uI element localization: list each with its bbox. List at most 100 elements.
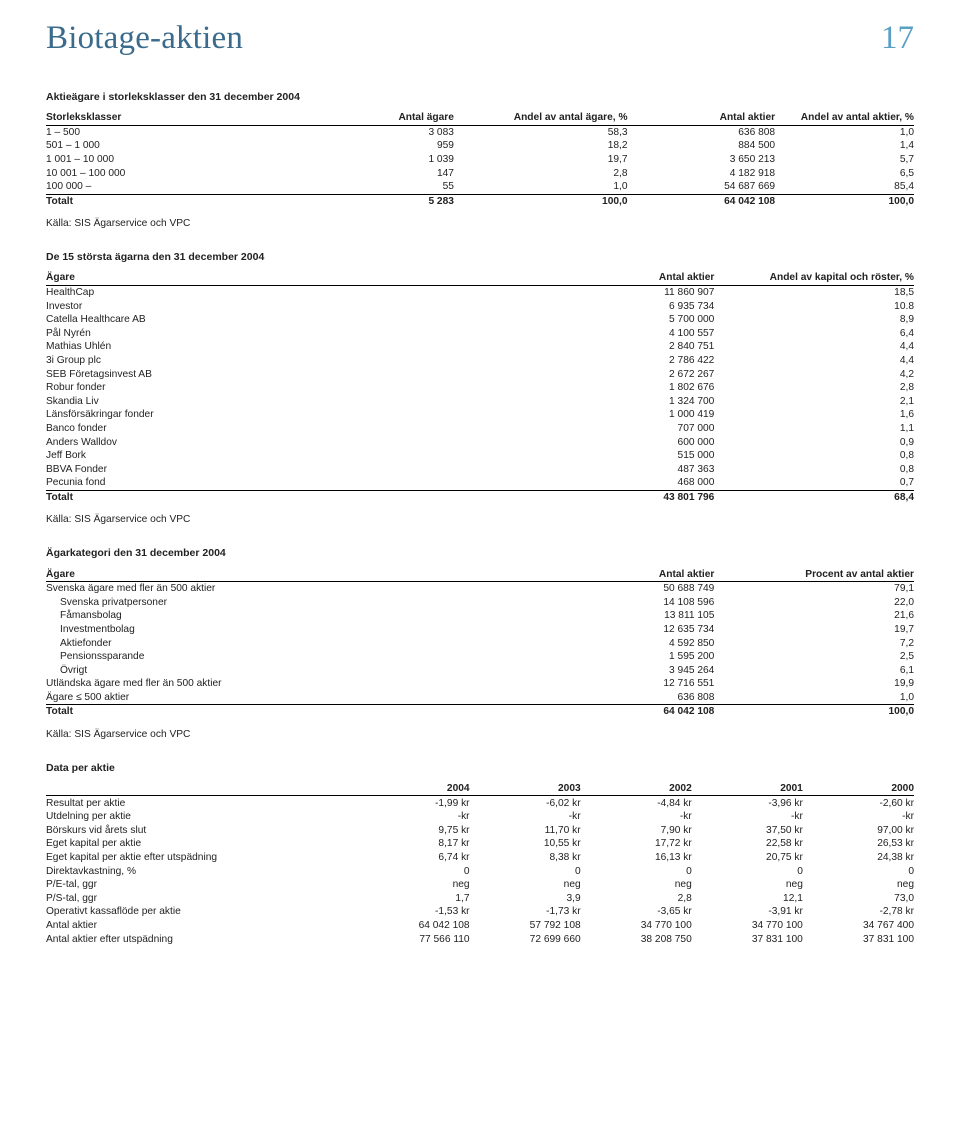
table-row: Banco fonder707 0001,1 bbox=[46, 422, 914, 436]
table-cell: Totalt bbox=[46, 490, 523, 504]
table-row: SEB Företagsinvest AB2 672 2674,2 bbox=[46, 367, 914, 381]
table-cell: Catella Healthcare AB bbox=[46, 313, 523, 327]
table-cell: Investmentbolag bbox=[46, 623, 523, 637]
table-row: Börskurs vid årets slut9,75 kr11,70 kr7,… bbox=[46, 824, 914, 838]
t4-h4: 2001 bbox=[692, 782, 803, 796]
t4-h1: 2004 bbox=[358, 782, 469, 796]
table-cell: 37 831 100 bbox=[692, 932, 803, 946]
table-cell: 85,4 bbox=[775, 180, 914, 194]
table-cell: 959 bbox=[324, 139, 454, 153]
table-cell: 100,0 bbox=[775, 194, 914, 208]
table-cell: 14 108 596 bbox=[523, 595, 714, 609]
table-cell: 0 bbox=[803, 864, 914, 878]
t3-h0: Ägare bbox=[46, 567, 523, 581]
table-cell: 4 592 850 bbox=[523, 636, 714, 650]
table-cell: neg bbox=[581, 878, 692, 892]
t1-head-row: Storleksklasser Antal ägare Andel av ant… bbox=[46, 111, 914, 125]
table-cell: 1,7 bbox=[358, 892, 469, 906]
table-cell: 37 831 100 bbox=[803, 932, 914, 946]
table-cell: 2,8 bbox=[581, 892, 692, 906]
t1-h3: Antal aktier bbox=[628, 111, 776, 125]
table-cell: -3,65 kr bbox=[581, 905, 692, 919]
table-cell: Investor bbox=[46, 299, 523, 313]
table-cell: Fåmansbolag bbox=[46, 609, 523, 623]
table-cell: 64 042 108 bbox=[628, 194, 776, 208]
table-cell: neg bbox=[358, 878, 469, 892]
table-cell: BBVA Fonder bbox=[46, 462, 523, 476]
table-cell: Banco fonder bbox=[46, 422, 523, 436]
table-cell: 3i Group plc bbox=[46, 354, 523, 368]
t4-h5: 2000 bbox=[803, 782, 914, 796]
table-row: Eget kapital per aktie efter utspädning6… bbox=[46, 851, 914, 865]
t4-title: Data per aktie bbox=[46, 762, 914, 774]
page-header: Biotage-aktien 17 bbox=[46, 20, 914, 57]
table-cell: 64 042 108 bbox=[523, 705, 714, 719]
table-cell: 0,9 bbox=[714, 435, 914, 449]
table-cell: 79,1 bbox=[714, 581, 914, 595]
table-cell: 487 363 bbox=[523, 462, 714, 476]
table-cell: 1 001 – 10 000 bbox=[46, 153, 324, 167]
table-cell: Totalt bbox=[46, 705, 523, 719]
table-cell: 17,72 kr bbox=[581, 837, 692, 851]
table-cell: 468 000 bbox=[523, 476, 714, 490]
table-cell: -3,96 kr bbox=[692, 796, 803, 810]
table-cell: 12,1 bbox=[692, 892, 803, 906]
table-cell: 2,8 bbox=[714, 381, 914, 395]
table-cell: -4,84 kr bbox=[581, 796, 692, 810]
table-cell: 0 bbox=[692, 864, 803, 878]
table-cell: 707 000 bbox=[523, 422, 714, 436]
table-cell: 636 808 bbox=[628, 125, 776, 139]
table-cell: 34 770 100 bbox=[692, 919, 803, 933]
table-row: Övrigt3 945 2646,1 bbox=[46, 663, 914, 677]
table-cell: Pensionssparande bbox=[46, 650, 523, 664]
table-cell: 10,55 kr bbox=[470, 837, 581, 851]
table-cell: 0,8 bbox=[714, 462, 914, 476]
table-cell: Svenska privatpersoner bbox=[46, 595, 523, 609]
table-cell: 2 840 751 bbox=[523, 340, 714, 354]
t4-h3: 2002 bbox=[581, 782, 692, 796]
table-row: Svenska ägare med fler än 500 aktier50 6… bbox=[46, 581, 914, 595]
table-cell: Eget kapital per aktie efter utspädning bbox=[46, 851, 358, 865]
t3-source: Källa: SIS Ägarservice och VPC bbox=[46, 729, 914, 740]
table-row: 1 – 5003 08358,3636 8081,0 bbox=[46, 125, 914, 139]
table-cell: 1,0 bbox=[775, 125, 914, 139]
t4-head-row: 2004 2003 2002 2001 2000 bbox=[46, 782, 914, 796]
table-cell: 64 042 108 bbox=[358, 919, 469, 933]
table-cell: 38 208 750 bbox=[581, 932, 692, 946]
table-1: Storleksklasser Antal ägare Andel av ant… bbox=[46, 111, 914, 208]
table-row: Svenska privatpersoner14 108 59622,0 bbox=[46, 595, 914, 609]
table-cell: 0 bbox=[581, 864, 692, 878]
table-cell: 7,2 bbox=[714, 636, 914, 650]
table-cell: 1 000 419 bbox=[523, 408, 714, 422]
table-cell: -2,78 kr bbox=[803, 905, 914, 919]
table-cell: neg bbox=[470, 878, 581, 892]
table-cell: 2,5 bbox=[714, 650, 914, 664]
table-cell: 4,4 bbox=[714, 354, 914, 368]
table-row: P/E-tal, ggrnegnegnegnegneg bbox=[46, 878, 914, 892]
table-row: Antal aktier efter utspädning77 566 1107… bbox=[46, 932, 914, 946]
table-cell: 2,8 bbox=[454, 166, 628, 180]
table-cell: 9,75 kr bbox=[358, 824, 469, 838]
table-cell: -kr bbox=[692, 810, 803, 824]
table-cell: 100,0 bbox=[714, 705, 914, 719]
table-cell: P/S-tal, ggr bbox=[46, 892, 358, 906]
table-cell: 10.8 bbox=[714, 299, 914, 313]
t2-title: De 15 största ägarna den 31 december 200… bbox=[46, 251, 914, 263]
table-cell: 54 687 669 bbox=[628, 180, 776, 194]
table-cell: 55 bbox=[324, 180, 454, 194]
table-cell: Antal aktier efter utspädning bbox=[46, 932, 358, 946]
page-number: 17 bbox=[881, 20, 914, 57]
table-cell: Resultat per aktie bbox=[46, 796, 358, 810]
table-cell: 1,0 bbox=[454, 180, 628, 194]
table-cell: 0,8 bbox=[714, 449, 914, 463]
table-row: HealthCap11 860 90718,5 bbox=[46, 285, 914, 299]
table-cell: 2 672 267 bbox=[523, 367, 714, 381]
table-row: Utdelning per aktie-kr-kr-kr-kr-kr bbox=[46, 810, 914, 824]
table-row: Catella Healthcare AB5 700 0008,9 bbox=[46, 313, 914, 327]
table-cell: -kr bbox=[470, 810, 581, 824]
table-cell: 6 935 734 bbox=[523, 299, 714, 313]
table-cell: 34 767 400 bbox=[803, 919, 914, 933]
t1-h0: Storleksklasser bbox=[46, 111, 324, 125]
table-cell: 6,1 bbox=[714, 663, 914, 677]
table-cell: 3,9 bbox=[470, 892, 581, 906]
